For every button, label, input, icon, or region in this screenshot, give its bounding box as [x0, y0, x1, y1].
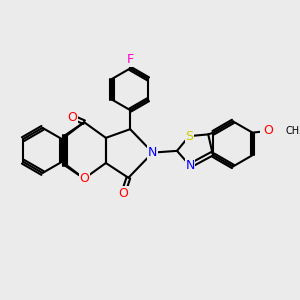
- Text: O: O: [263, 124, 273, 137]
- Text: N: N: [185, 159, 195, 172]
- Text: O: O: [118, 187, 128, 200]
- Text: CH₃: CH₃: [286, 126, 300, 136]
- Text: F: F: [127, 53, 134, 66]
- Text: N: N: [148, 146, 158, 159]
- Text: S: S: [185, 130, 193, 142]
- Text: O: O: [67, 110, 77, 124]
- Text: O: O: [79, 172, 89, 185]
